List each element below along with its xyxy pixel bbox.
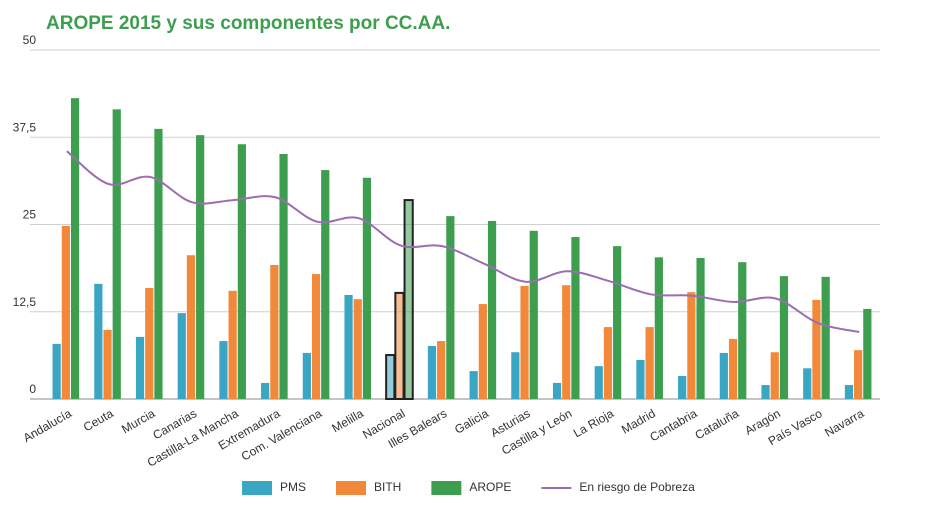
legend-swatch	[242, 481, 272, 495]
bar	[571, 237, 580, 399]
bar	[279, 154, 288, 399]
legend-label: En riesgo de Pobreza	[579, 480, 695, 494]
line	[66, 150, 860, 333]
bar	[696, 258, 705, 399]
bar	[385, 354, 396, 400]
bar	[738, 262, 747, 399]
bar	[94, 283, 103, 399]
bar	[177, 313, 186, 399]
bar	[821, 276, 830, 399]
bar	[135, 336, 145, 399]
bar	[237, 144, 246, 399]
bar	[437, 341, 446, 399]
bar	[552, 382, 562, 399]
bar	[302, 352, 311, 399]
y-tick-label: 12,5	[13, 295, 37, 309]
bar	[678, 375, 687, 399]
bar	[362, 177, 372, 399]
bar	[687, 292, 696, 399]
bar	[103, 329, 112, 399]
x-tick-label: Ceuta	[81, 406, 116, 434]
x-tick-label: Cantabria	[647, 406, 699, 444]
legend-swatch	[336, 481, 367, 495]
bar	[469, 371, 478, 399]
bar	[863, 308, 872, 399]
bar	[487, 221, 497, 399]
bar	[52, 343, 61, 399]
bar	[478, 304, 487, 399]
legend-label: AROPE	[469, 480, 511, 494]
bar	[321, 170, 330, 399]
bar	[353, 299, 362, 399]
y-tick-label: 0	[29, 382, 36, 396]
bar	[529, 230, 538, 399]
bar	[394, 291, 405, 400]
bar	[219, 341, 228, 399]
bar	[311, 274, 321, 399]
bar	[613, 246, 622, 399]
y-tick-label: 25	[23, 208, 37, 222]
y-tick-label: 50	[23, 33, 37, 47]
bar	[728, 338, 738, 399]
bar	[844, 385, 854, 399]
bar	[511, 352, 520, 399]
x-tick-label: Navarra	[822, 406, 866, 440]
bar	[719, 352, 728, 399]
bar	[636, 359, 645, 399]
legend-label: BITH	[374, 480, 401, 494]
bar	[403, 199, 414, 400]
bar	[112, 109, 121, 399]
bar	[761, 385, 770, 399]
x-tick-label: Galicia	[452, 406, 491, 437]
bar	[261, 382, 270, 399]
y-tick-label: 37,5	[13, 120, 37, 134]
x-tick-label: Andalucía	[21, 406, 75, 445]
bar	[654, 257, 663, 399]
x-tick-label: La Rioja	[571, 406, 616, 440]
bar	[603, 327, 613, 399]
bar	[562, 285, 571, 399]
bar	[145, 288, 154, 399]
bar	[446, 216, 455, 399]
bar	[344, 294, 353, 399]
bar	[70, 98, 80, 400]
chart-title: AROPE 2015 y sus componentes por CC.AA.	[46, 13, 450, 34]
bar	[154, 128, 163, 399]
bar	[854, 350, 863, 399]
bar	[779, 276, 789, 399]
x-tick-label: Cataluña	[693, 406, 742, 442]
bar	[812, 299, 821, 399]
bar	[770, 352, 779, 399]
bar	[61, 225, 70, 399]
bar	[270, 264, 279, 399]
bar	[196, 135, 205, 399]
bar	[228, 290, 237, 399]
legend-label: PMS	[280, 480, 306, 494]
bar	[645, 327, 654, 399]
legend-swatch	[431, 481, 462, 495]
bar	[594, 366, 603, 399]
bar	[520, 285, 529, 399]
bar	[427, 345, 437, 399]
bar	[803, 368, 812, 399]
bar	[186, 255, 196, 399]
